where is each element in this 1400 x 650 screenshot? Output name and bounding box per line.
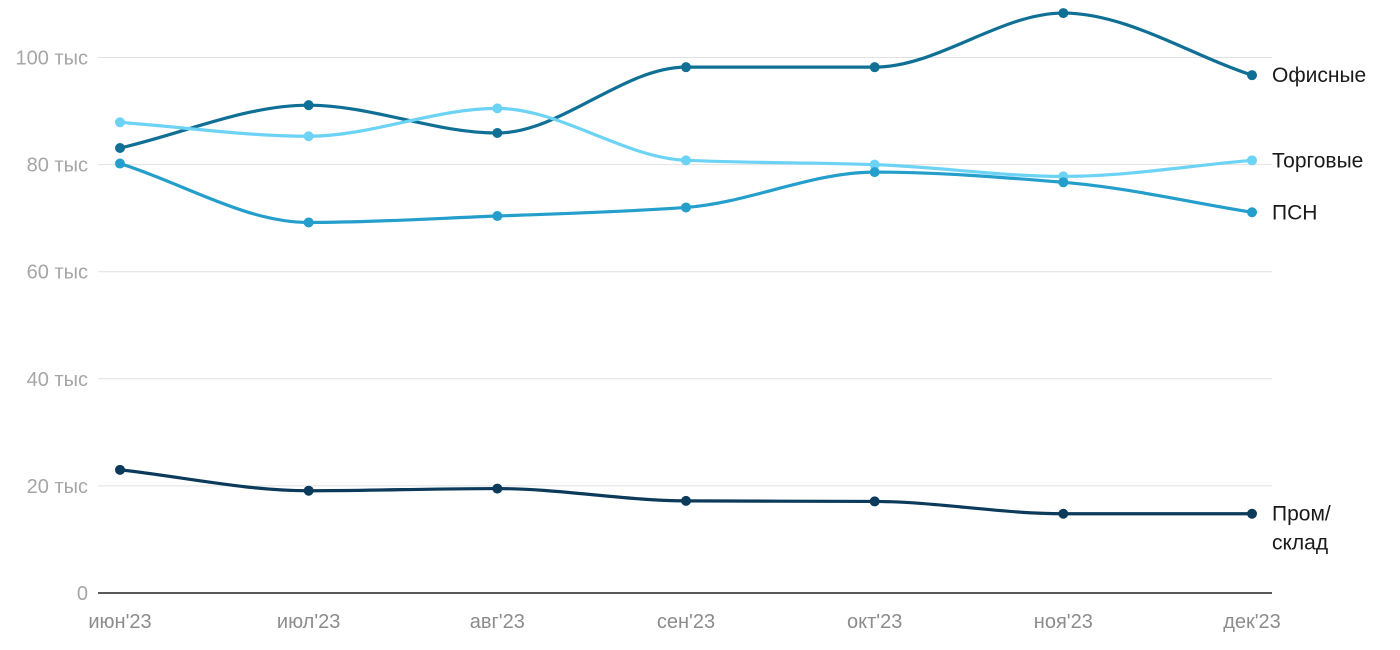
data-point [681,495,691,506]
series-label: Торговые [1272,149,1363,172]
data-point [681,155,691,166]
x-tick-label: июл'23 [277,611,340,633]
data-point [681,62,691,73]
series-label: ПСН [1272,201,1317,224]
x-tick-label: окт'23 [847,611,902,633]
data-point [115,143,125,154]
data-point [869,496,880,507]
series-lines [115,8,1257,519]
data-point [492,103,503,114]
series-line [118,11,1254,150]
series-line [118,468,1254,516]
x-tick-label: дек'23 [1223,611,1281,633]
series-label: Пром/склад [1272,503,1331,555]
x-tick-label: июн'23 [88,611,151,633]
data-point [869,167,880,178]
data-point [303,131,314,142]
x-axis-tick-labels: июн'23 июл'23 авг'23 сен'23 окт'23 ноя'23 дек'… [88,611,1280,633]
x-tick-label: ноя'23 [1034,611,1093,633]
series-1 [115,103,1257,182]
data-point [869,159,880,170]
data-point [303,100,314,111]
series-line [118,161,1254,225]
data-point [303,485,314,496]
grid-lines [98,57,1272,487]
y-tick-label: 40 тыс [27,369,88,391]
x-tick-label: сен'23 [657,611,715,633]
data-point [115,464,125,475]
series-2 [115,158,1257,228]
data-point [492,211,503,222]
x-tick-label: авг'23 [470,611,525,633]
data-point [492,128,503,139]
data-point [115,158,125,169]
data-point [1247,508,1257,519]
y-axis-tick-labels: 0 20 тыс 40 тыс 60 тыс 80 тыс 100 тыс [16,48,88,605]
data-point [1058,508,1069,519]
y-tick-label: 0 [77,583,88,605]
series-label: Офисные [1272,64,1366,87]
series-3 [115,464,1257,519]
series-0 [115,8,1257,154]
data-point [492,483,503,494]
data-point [115,117,125,128]
data-point [869,62,880,73]
data-point [1247,207,1257,218]
y-tick-label: 20 тыс [27,476,88,498]
y-tick-label: 80 тыс [27,155,88,177]
series-end-labels: Офисные Торговые ПСН Пром/склад [1272,64,1366,555]
data-point [303,217,314,228]
data-point [1058,8,1069,19]
data-point [681,202,691,213]
data-point [1247,70,1257,81]
y-tick-label: 60 тыс [27,262,88,284]
series-line [118,106,1254,178]
data-point [1058,177,1069,188]
data-point [1247,155,1257,166]
y-tick-label: 100 тыс [16,48,88,70]
